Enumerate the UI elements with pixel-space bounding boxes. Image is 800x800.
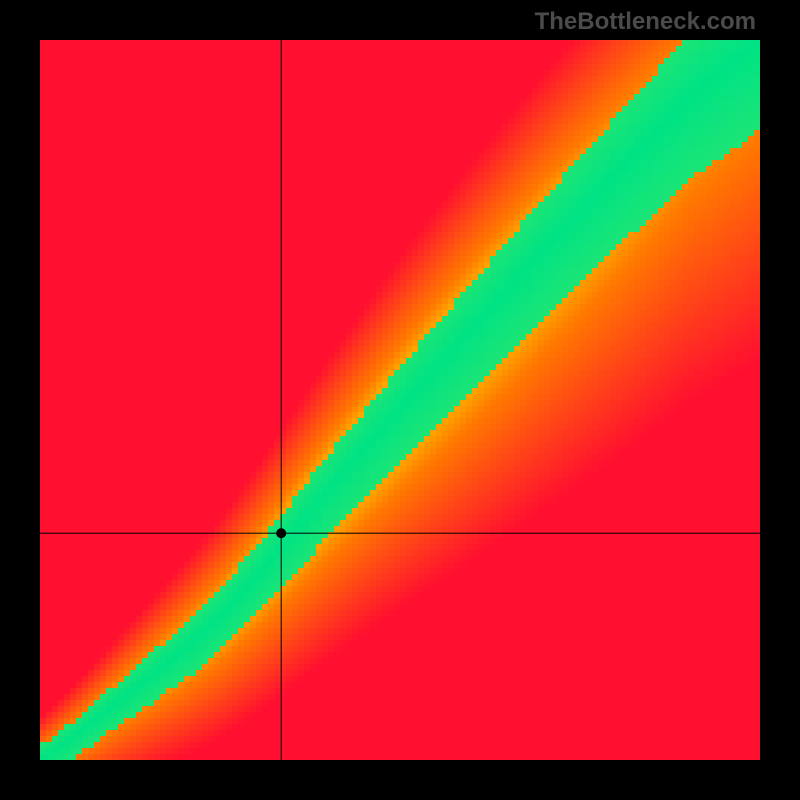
chart-stage: TheBottleneck.com [0, 0, 800, 800]
bottleneck-heatmap [40, 40, 760, 760]
watermark-text: TheBottleneck.com [535, 8, 756, 36]
